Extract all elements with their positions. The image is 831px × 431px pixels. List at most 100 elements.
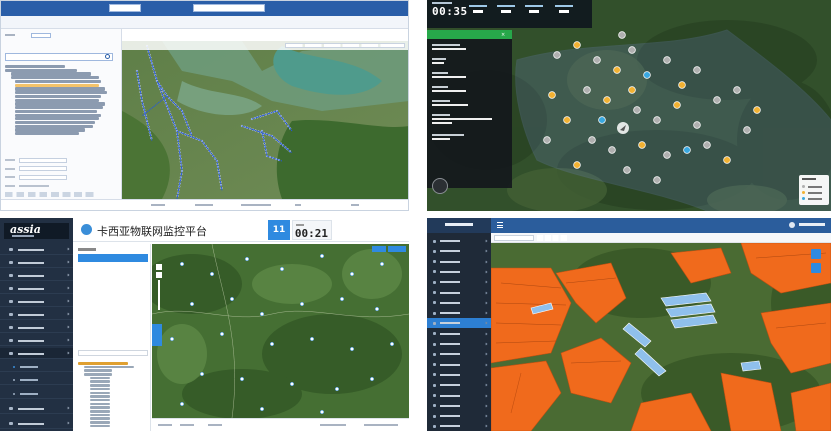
tree-row[interactable] <box>15 83 99 87</box>
device-marker[interactable] <box>628 86 636 94</box>
calendar-day[interactable] <box>128 324 138 333</box>
device-marker[interactable] <box>349 271 355 277</box>
device-marker[interactable] <box>179 401 185 407</box>
device-marker[interactable] <box>753 106 761 114</box>
calendar-day[interactable] <box>138 324 148 333</box>
device-marker[interactable] <box>573 161 581 169</box>
sidebar-nav-item[interactable] <box>427 277 491 287</box>
device-marker[interactable] <box>299 301 305 307</box>
sidebar-nav-item[interactable] <box>427 421 491 431</box>
device-marker[interactable] <box>673 101 681 109</box>
device-marker[interactable] <box>663 151 671 159</box>
calendar-day[interactable] <box>98 300 108 309</box>
device-marker[interactable] <box>623 166 631 174</box>
calendar-day[interactable] <box>108 324 118 333</box>
sidebar-nav-item[interactable] <box>0 418 73 429</box>
calendar-day[interactable] <box>88 264 98 273</box>
sidebar-nav-item[interactable] <box>0 296 73 307</box>
tree-row[interactable] <box>90 424 110 428</box>
sidebar-nav-item[interactable] <box>0 374 73 385</box>
tree-row[interactable] <box>78 362 128 365</box>
sidebar-nav-item[interactable] <box>427 329 491 339</box>
device-marker[interactable] <box>259 311 265 317</box>
tree-row[interactable] <box>90 384 110 387</box>
tree-row[interactable] <box>15 87 105 91</box>
device-marker[interactable] <box>653 176 661 184</box>
calendar-day[interactable] <box>78 312 88 321</box>
device-map[interactable] <box>152 244 409 418</box>
calendar-day[interactable] <box>128 276 138 285</box>
calendar-day[interactable] <box>78 324 88 333</box>
device-tree[interactable] <box>78 362 148 428</box>
device-marker[interactable] <box>663 56 671 64</box>
device-marker[interactable] <box>638 141 646 149</box>
tree-row[interactable] <box>84 369 112 372</box>
calendar-day[interactable] <box>138 288 148 297</box>
device-marker[interactable] <box>259 406 265 412</box>
device-marker[interactable] <box>349 346 355 352</box>
calendar-day[interactable] <box>78 264 88 273</box>
tree-row[interactable] <box>5 65 65 69</box>
sidebar-nav-item[interactable] <box>427 246 491 256</box>
device-marker[interactable] <box>239 376 245 382</box>
calendar-day[interactable] <box>128 264 138 273</box>
calendar-day[interactable] <box>78 276 88 285</box>
parcel-map[interactable] <box>491 243 831 431</box>
sidebar-nav-item[interactable] <box>427 318 491 329</box>
avatar[interactable] <box>789 222 795 228</box>
device-marker[interactable] <box>269 341 275 347</box>
sidebar-nav-item[interactable] <box>427 401 491 411</box>
sidebar-nav-item[interactable] <box>0 388 73 399</box>
search-input[interactable] <box>5 53 113 61</box>
calendar-day[interactable] <box>138 276 148 285</box>
calendar-day[interactable] <box>128 312 138 321</box>
device-marker[interactable] <box>713 96 721 104</box>
date-range-field[interactable] <box>193 4 265 12</box>
tree-row[interactable] <box>15 98 99 102</box>
device-marker[interactable] <box>643 71 651 79</box>
device-marker[interactable] <box>219 331 225 337</box>
calendar-day[interactable] <box>88 300 98 309</box>
device-marker[interactable] <box>289 381 295 387</box>
device-marker[interactable] <box>548 91 556 99</box>
side-expand-tab[interactable] <box>152 324 162 346</box>
sidebar-nav-item[interactable] <box>427 380 491 390</box>
sidebar-nav-item[interactable] <box>427 411 491 421</box>
tree-row[interactable] <box>15 117 99 121</box>
device-marker[interactable] <box>653 116 661 124</box>
device-marker[interactable] <box>369 376 375 382</box>
satellite-route-map[interactable] <box>122 41 409 199</box>
device-marker[interactable] <box>389 341 395 347</box>
calendar-day[interactable] <box>118 300 128 309</box>
device-marker[interactable] <box>723 156 731 164</box>
tree-row[interactable] <box>90 409 110 413</box>
start-time-field[interactable] <box>19 166 67 171</box>
close-icon[interactable]: × <box>501 32 506 38</box>
device-marker[interactable] <box>678 81 686 89</box>
device-marker[interactable] <box>209 271 215 277</box>
end-time-field[interactable] <box>19 174 67 180</box>
tree-row[interactable] <box>15 79 101 84</box>
device-tree[interactable] <box>5 65 117 136</box>
device-marker[interactable] <box>199 371 205 377</box>
device-marker[interactable] <box>733 86 741 94</box>
device-field[interactable] <box>19 157 67 163</box>
tree-row[interactable] <box>5 68 77 72</box>
device-marker[interactable] <box>693 121 701 129</box>
device-marker[interactable] <box>703 141 711 149</box>
sidebar-nav-item[interactable] <box>427 288 491 298</box>
tree-row[interactable] <box>90 413 110 417</box>
menu-toggle-icon[interactable] <box>497 222 503 228</box>
calendar-day[interactable] <box>98 312 108 321</box>
calendar-day[interactable] <box>118 312 128 321</box>
calendar-day[interactable] <box>138 264 148 273</box>
device-marker[interactable] <box>319 253 325 259</box>
sidebar-nav-item[interactable] <box>427 391 491 401</box>
sidebar-nav-item[interactable] <box>427 370 491 380</box>
sidebar-nav-item[interactable] <box>0 322 73 333</box>
tree-row[interactable] <box>90 376 110 380</box>
sidebar-nav-item[interactable] <box>427 360 491 370</box>
tree-row[interactable] <box>90 395 110 398</box>
tree-row[interactable] <box>90 421 110 424</box>
tree-row[interactable] <box>15 102 105 106</box>
